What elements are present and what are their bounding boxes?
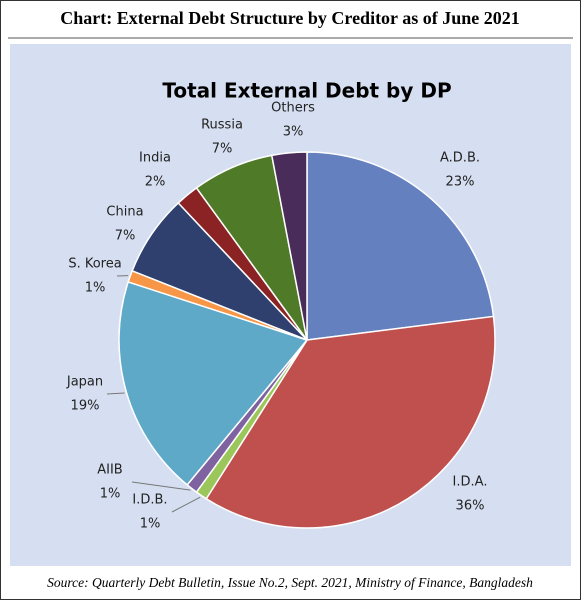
slice-label: S. Korea xyxy=(68,257,121,272)
slice-label: I.D.A. xyxy=(453,475,488,490)
slice-label: Japan xyxy=(66,375,103,390)
slice-label: Others xyxy=(271,101,315,116)
slice-label: India xyxy=(139,151,171,166)
slice-label: AIIB xyxy=(97,463,122,478)
pie-slice xyxy=(118,280,309,486)
pie-slice xyxy=(306,151,495,341)
slice-value: 2% xyxy=(145,175,166,190)
slice-label: China xyxy=(106,205,143,220)
slice-value: 19% xyxy=(71,399,100,414)
slice-value: 3% xyxy=(283,125,304,140)
slice-value: 36% xyxy=(456,499,485,514)
slice-value: 23% xyxy=(446,175,475,190)
slice-label: Russia xyxy=(201,118,243,133)
slice-label: I.D.B. xyxy=(132,493,167,508)
chart-title: Total External Debt by DP xyxy=(162,79,451,103)
pie-slice xyxy=(270,151,308,341)
source-note: Source: Quarterly Debt Bulletin, Issue N… xyxy=(47,575,533,590)
page-heading: Chart: External Debt Structure by Credit… xyxy=(60,8,519,28)
slice-value: 7% xyxy=(212,142,233,157)
leader-line xyxy=(131,481,191,491)
pie-slice xyxy=(205,315,496,529)
slice-value: 1% xyxy=(100,487,121,502)
slice-value: 7% xyxy=(115,229,136,244)
leader-line xyxy=(106,392,125,395)
slice-value: 1% xyxy=(140,517,161,532)
leader-line xyxy=(171,496,201,513)
slice-value: 1% xyxy=(85,281,106,296)
slice-label: A.D.B. xyxy=(440,151,480,166)
